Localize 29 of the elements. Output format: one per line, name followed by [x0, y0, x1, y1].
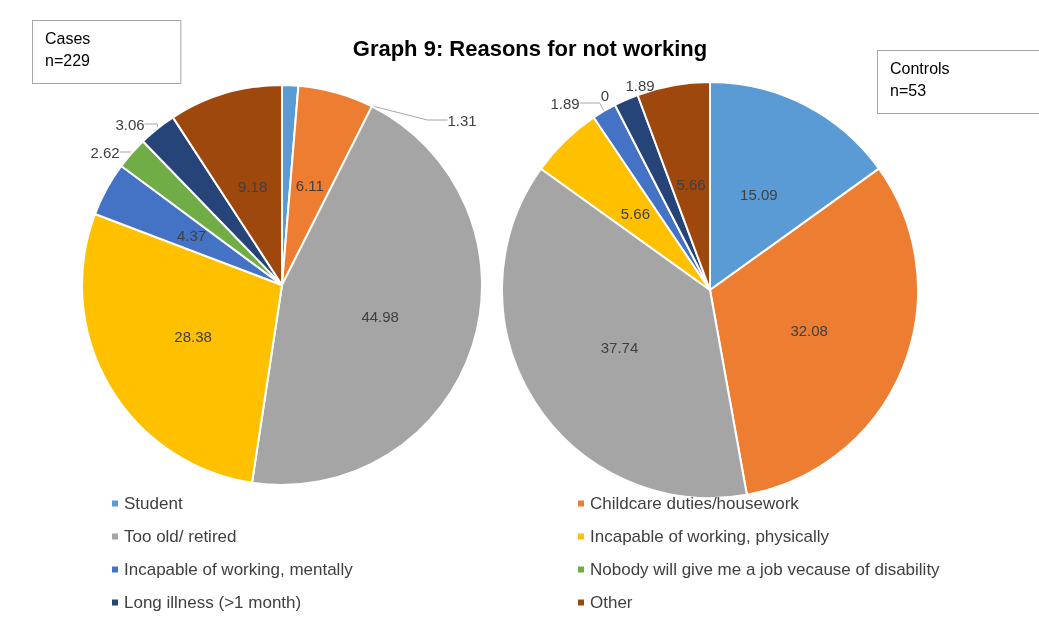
data-label: 32.08 — [790, 321, 828, 339]
legend-label: Student — [124, 494, 183, 513]
slice-label: Controls — [890, 59, 950, 77]
data-label: 44.98 — [361, 307, 399, 325]
data-label: 6.11 — [295, 177, 324, 195]
legend-label: Childcare duties/housework — [590, 494, 800, 513]
data-label: 5.66 — [676, 176, 706, 194]
legend-label: Other — [590, 593, 633, 612]
text: 0 — [600, 86, 610, 104]
data-label: 9.18 — [238, 177, 268, 195]
chart-title: Graph 9: Reasons for not working — [352, 35, 708, 61]
text: n=229 — [45, 51, 91, 69]
data-label: 1.89 — [550, 94, 580, 112]
legend-label: Incapable of working, mentally — [124, 560, 354, 579]
data-label: 5.66 — [620, 204, 651, 222]
data-label: 4.37 — [177, 227, 207, 245]
legend-label: Incapable of working, physically — [590, 527, 830, 546]
data-label: 28.38 — [174, 328, 212, 346]
slice-label: Cases — [45, 29, 91, 47]
legend-label: Too old/ retired — [124, 527, 237, 546]
data-label: 2.62 — [90, 143, 120, 161]
legend-label: Long illness (>1 month) — [124, 593, 302, 612]
text: n=53 — [890, 81, 927, 99]
data-label: 1.89 — [625, 76, 655, 94]
data-label: 37.74 — [600, 338, 639, 356]
data-label: 3.06 — [115, 115, 145, 133]
data-label: 15.09 — [740, 186, 778, 204]
data-label: 1.31 — [447, 111, 477, 129]
legend-label: Nobody will give me a job vecause of disability — [590, 560, 941, 579]
